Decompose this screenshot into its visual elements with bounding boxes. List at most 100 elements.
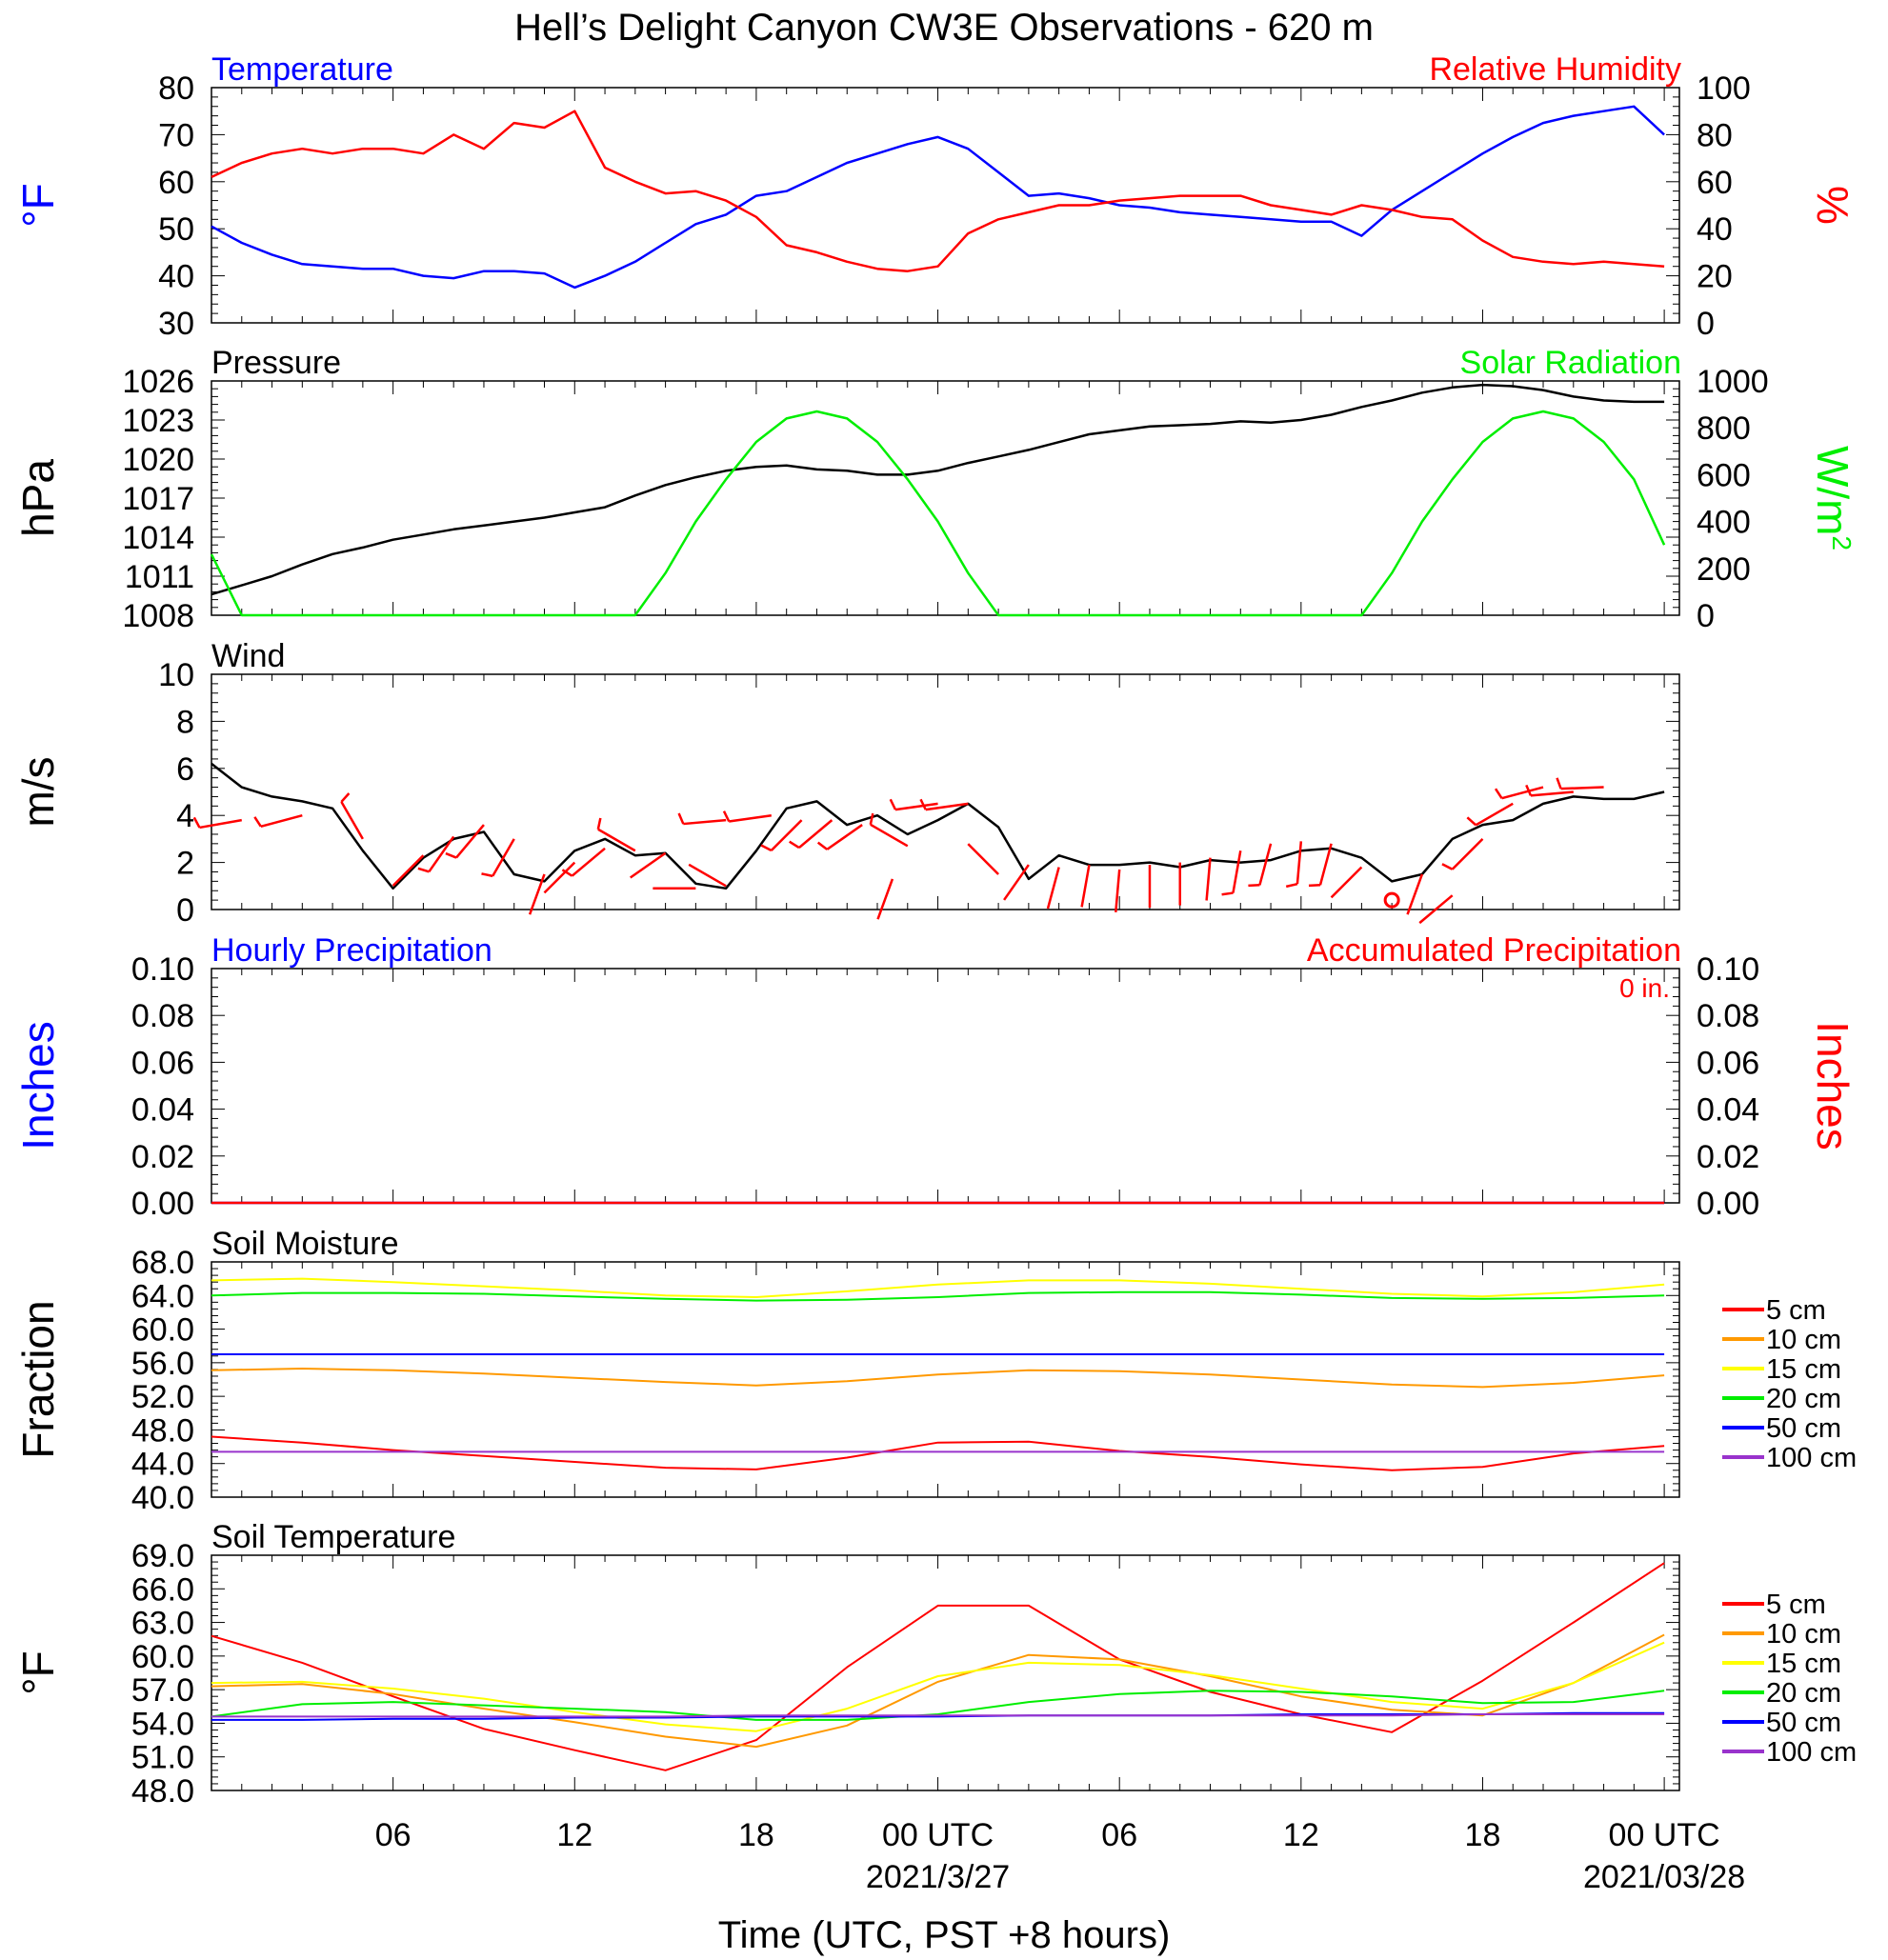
panel-soil_moisture: 40.044.048.052.056.060.064.068.0 Soil Moi… [13, 1226, 1857, 1516]
y-tick-label: 69.0 [131, 1538, 194, 1574]
y-tick-label: 0.10 [131, 951, 194, 988]
legend-label: 20 cm [1766, 1678, 1841, 1709]
wind-barb-staff [1406, 873, 1424, 915]
wind-barb-staff [683, 818, 727, 826]
panel-frame [211, 87, 1680, 324]
wind-barb [876, 878, 894, 920]
y-tick-label: 70 [158, 117, 194, 153]
wind-barb-staff [1046, 867, 1060, 910]
y-axis-label: m/s [13, 756, 63, 827]
panel-frame [211, 380, 1680, 616]
legend-label: 10 cm [1766, 1325, 1841, 1355]
wind-barb [1525, 784, 1574, 797]
y-right-tick-label: 0.06 [1697, 1045, 1759, 1081]
wind-barb [543, 861, 576, 894]
wind-barb-flag [596, 817, 602, 830]
panel-wind: 0 2 4 6 8 10 Wind m/s [13, 638, 1680, 929]
wind-barb-flag [919, 798, 927, 810]
wind-barb-flag [192, 816, 201, 829]
series-line-15-cm [211, 1277, 1665, 1298]
x-tick-label: 18 [1465, 1817, 1501, 1853]
legend-label: 15 cm [1766, 1649, 1841, 1679]
wind-barb [1330, 866, 1363, 899]
x-tick-label: 00 UTC [882, 1817, 994, 1853]
wind-barb [816, 824, 863, 850]
y-tick-label: 51.0 [131, 1740, 194, 1776]
wind-barb-staff [528, 873, 546, 915]
y-tick-label: 60 [158, 165, 194, 201]
wind-barb [967, 843, 999, 875]
wind-barb-staff [1418, 894, 1454, 925]
y-tick-label: 54.0 [131, 1706, 194, 1742]
series-line-20-cm [211, 1690, 1665, 1721]
accumulated-value: 0 in. [1619, 973, 1670, 1003]
y-right-tick-label: 0 [1697, 306, 1715, 342]
y-tick-label: 56.0 [131, 1346, 194, 1382]
wind-barb-staff [1451, 838, 1484, 870]
y-tick-label: 0.02 [131, 1139, 194, 1175]
wind-barb [1466, 802, 1514, 827]
x-tick-label: 18 [738, 1817, 774, 1853]
panel-soil_temperature: 48.051.054.057.060.063.066.069.0 Soil Tem… [13, 1519, 1857, 1810]
y-tick-label: 40.0 [131, 1480, 194, 1516]
wind-barb-staff [340, 801, 364, 840]
panel-precip: 0.00 0.02 0.04 0.06 0.08 0.10 0.00 0.02 0.04 0.06… [13, 932, 1858, 1222]
y-tick-label: 52.0 [131, 1379, 194, 1415]
x-tick-label: 12 [556, 1817, 593, 1853]
series-line-temperature [211, 105, 1665, 290]
wind-barb [889, 798, 938, 811]
y-tick-label: 30 [158, 306, 194, 342]
wind-barb [1494, 786, 1544, 800]
y-tick-label: 44.0 [131, 1447, 194, 1483]
y-tick-label: 57.0 [131, 1672, 194, 1709]
wind-barb-flag [340, 792, 351, 803]
y-right-tick-label: 0.02 [1697, 1139, 1759, 1175]
y-axis-right-label: % [1808, 186, 1858, 225]
x-tick-label: 06 [1101, 1817, 1137, 1853]
panel-frame [211, 1554, 1680, 1791]
wind-barb [1205, 857, 1212, 901]
legend-label: 100 cm [1766, 1737, 1857, 1768]
y-tick-label: 1026 [122, 364, 194, 400]
wind-barb-staff [428, 835, 455, 873]
y-tick-label: 10 [158, 657, 194, 693]
wind-barb-staff [571, 847, 606, 877]
y-tick-label: 1020 [122, 442, 194, 478]
wind-barb-flag [417, 867, 430, 873]
wind-barb-staff [688, 863, 727, 888]
wind-barb-staff [1080, 864, 1091, 908]
series-line-10-cm [211, 1633, 1665, 1749]
wind-barb [1285, 841, 1303, 889]
wind-barb-staff [1530, 790, 1574, 797]
panel-right-title: Solar Radiation [1460, 345, 1681, 381]
wind-barb-staff [1501, 786, 1544, 800]
wind-barb-staff [392, 854, 425, 887]
wind-barb [445, 824, 485, 859]
x-tick-label: 00 UTC [1609, 1817, 1720, 1853]
y-tick-label: 50 [158, 211, 194, 248]
legend-label: 15 cm [1766, 1354, 1841, 1385]
wind-barb-flag [869, 812, 874, 826]
y-right-tick-label: 20 [1697, 259, 1733, 295]
y-tick-label: 0 [176, 892, 194, 929]
y-right-tick-label: 600 [1697, 457, 1751, 493]
wind-barb [1308, 843, 1333, 888]
panel-right-title: Relative Humidity [1429, 51, 1681, 88]
wind-barb-staff [729, 813, 772, 823]
y-tick-label: 80 [158, 70, 194, 107]
wind-barb-flag [1248, 884, 1260, 888]
y-tick-label: 0.08 [131, 998, 194, 1034]
x-tick-label: 12 [1283, 1817, 1319, 1853]
y-tick-label: 60.0 [131, 1639, 194, 1675]
y-axis-label: Inches [13, 1021, 63, 1150]
wind-barb-staff [925, 802, 969, 811]
wind-barb-staff [967, 843, 999, 875]
series-line-pressure [211, 383, 1665, 596]
wind-barb-flag [1556, 777, 1562, 790]
wind-barb-staff [876, 878, 894, 920]
series-line-20-cm [211, 1290, 1665, 1302]
y-right-tick-label: 0.04 [1697, 1092, 1759, 1129]
wind-barb [1221, 850, 1242, 896]
wind-barb-staff [543, 861, 576, 894]
wind-barb-staff [260, 813, 303, 829]
